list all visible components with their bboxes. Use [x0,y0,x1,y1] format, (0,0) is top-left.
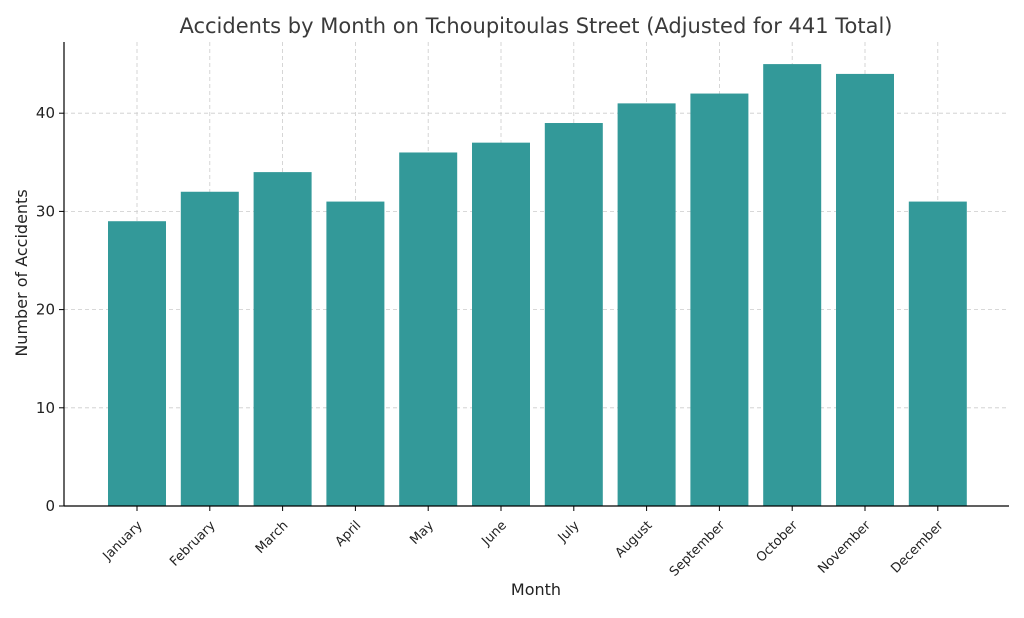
x-tick-label: February [167,518,219,570]
x-tick-label: March [253,518,292,557]
bar-august [617,103,676,506]
bar-march [253,172,312,507]
bar-april [326,201,385,506]
y-axis-label: Number of Accidents [12,189,31,356]
x-tick-label: April [333,518,365,550]
y-tick-label: 40 [36,104,55,122]
bar-november [836,73,894,506]
bar-january [108,221,166,507]
x-tick-label: June [478,518,509,549]
bars [108,64,967,507]
bar-october [763,64,822,506]
y-tick-label: 20 [36,301,55,319]
bar-july [544,123,603,507]
bar-may [399,152,458,506]
y-tick-label: 0 [45,497,55,515]
bar-february [180,191,239,507]
y-tick-label: 30 [36,202,55,220]
x-tick-label: November [815,518,874,577]
x-tick-label: August [613,518,656,561]
bar-september [690,93,749,507]
axes [63,42,1009,507]
x-tick-label: January [100,518,146,564]
x-tick-label: December [888,518,947,577]
chart-title: Accidents by Month on Tchoupitoulas Stre… [179,14,892,38]
x-axis-ticks: January February March April May June July Augu… [100,506,947,580]
x-tick-label: October [754,518,802,566]
y-axis-ticks: 0 10 20 30 40 [36,104,64,515]
x-tick-label: September [667,518,729,580]
bar-december [908,201,967,506]
x-tick-label: July [555,518,583,546]
y-tick-label: 10 [36,399,55,417]
x-tick-label: May [407,518,437,548]
x-axis-label: Month [511,580,561,599]
bar-june [472,142,530,507]
